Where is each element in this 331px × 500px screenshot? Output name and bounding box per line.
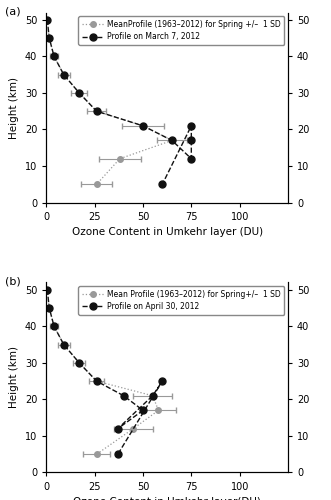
MeanProfile (1963–2012) for Spring +/–  1 SD [47, 35, 51, 41]
Mean Profile (1963–2012) for Spring+/–  1 SD [95, 451, 99, 457]
Legend: Mean Profile (1963–2012) for Spring+/–  1 SD, Profile on April 30, 2012: Mean Profile (1963–2012) for Spring+/– 1… [78, 286, 284, 315]
Profile on March 7, 2012 [77, 90, 81, 96]
Profile on April 30, 2012 [95, 378, 99, 384]
MeanProfile (1963–2012) for Spring +/–  1 SD [77, 90, 81, 96]
MeanProfile (1963–2012) for Spring +/–  1 SD [141, 123, 145, 129]
Profile on April 30, 2012 [160, 378, 164, 384]
Profile on April 30, 2012 [151, 392, 155, 398]
Line: MeanProfile (1963–2012) for Spring +/–  1 SD: MeanProfile (1963–2012) for Spring +/– 1… [45, 17, 175, 187]
MeanProfile (1963–2012) for Spring +/–  1 SD [95, 108, 99, 114]
Mean Profile (1963–2012) for Spring+/–  1 SD [52, 324, 56, 330]
Profile on March 7, 2012 [160, 182, 164, 188]
Y-axis label: Height (km): Height (km) [9, 76, 20, 138]
Profile on March 7, 2012 [189, 156, 193, 162]
Mean Profile (1963–2012) for Spring+/–  1 SD [47, 305, 51, 311]
MeanProfile (1963–2012) for Spring +/–  1 SD [95, 182, 99, 188]
Profile on March 7, 2012 [52, 54, 56, 60]
Line: Profile on April 30, 2012: Profile on April 30, 2012 [44, 286, 166, 458]
Profile on April 30, 2012 [116, 426, 120, 432]
Y-axis label: Height (km): Height (km) [9, 346, 20, 408]
MeanProfile (1963–2012) for Spring +/–  1 SD [45, 17, 49, 23]
Profile on March 7, 2012 [189, 123, 193, 129]
Profile on April 30, 2012 [122, 392, 126, 398]
MeanProfile (1963–2012) for Spring +/–  1 SD [170, 138, 174, 143]
Mean Profile (1963–2012) for Spring+/–  1 SD [95, 378, 99, 384]
Profile on April 30, 2012 [45, 286, 49, 292]
Profile on April 30, 2012 [141, 408, 145, 414]
MeanProfile (1963–2012) for Spring +/–  1 SD [118, 156, 122, 162]
Mean Profile (1963–2012) for Spring+/–  1 SD [157, 408, 161, 414]
Profile on March 7, 2012 [62, 72, 66, 78]
Profile on April 30, 2012 [77, 360, 81, 366]
Mean Profile (1963–2012) for Spring+/–  1 SD [62, 342, 66, 347]
Text: (b): (b) [5, 276, 21, 286]
MeanProfile (1963–2012) for Spring +/–  1 SD [62, 72, 66, 78]
Profile on March 7, 2012 [141, 123, 145, 129]
MeanProfile (1963–2012) for Spring +/–  1 SD [52, 54, 56, 60]
Profile on March 7, 2012 [95, 108, 99, 114]
Mean Profile (1963–2012) for Spring+/–  1 SD [131, 426, 135, 432]
Profile on March 7, 2012 [170, 138, 174, 143]
Profile on April 30, 2012 [62, 342, 66, 347]
Profile on April 30, 2012 [116, 451, 120, 457]
Legend: MeanProfile (1963–2012) for Spring +/–  1 SD, Profile on March 7, 2012: MeanProfile (1963–2012) for Spring +/– 1… [78, 16, 284, 45]
Profile on March 7, 2012 [45, 17, 49, 23]
Profile on April 30, 2012 [47, 305, 51, 311]
Mean Profile (1963–2012) for Spring+/–  1 SD [77, 360, 81, 366]
Line: Mean Profile (1963–2012) for Spring+/–  1 SD: Mean Profile (1963–2012) for Spring+/– 1… [45, 287, 161, 457]
Mean Profile (1963–2012) for Spring+/–  1 SD [151, 392, 155, 398]
Profile on March 7, 2012 [189, 138, 193, 143]
Text: (a): (a) [5, 7, 21, 17]
Profile on April 30, 2012 [52, 324, 56, 330]
Profile on March 7, 2012 [47, 35, 51, 41]
Line: Profile on March 7, 2012: Profile on March 7, 2012 [44, 16, 195, 188]
Mean Profile (1963–2012) for Spring+/–  1 SD [45, 286, 49, 292]
X-axis label: Ozone Content in Umkehr layer(DU): Ozone Content in Umkehr layer(DU) [73, 497, 261, 500]
X-axis label: Ozone Content in Umkehr layer (DU): Ozone Content in Umkehr layer (DU) [71, 227, 263, 237]
